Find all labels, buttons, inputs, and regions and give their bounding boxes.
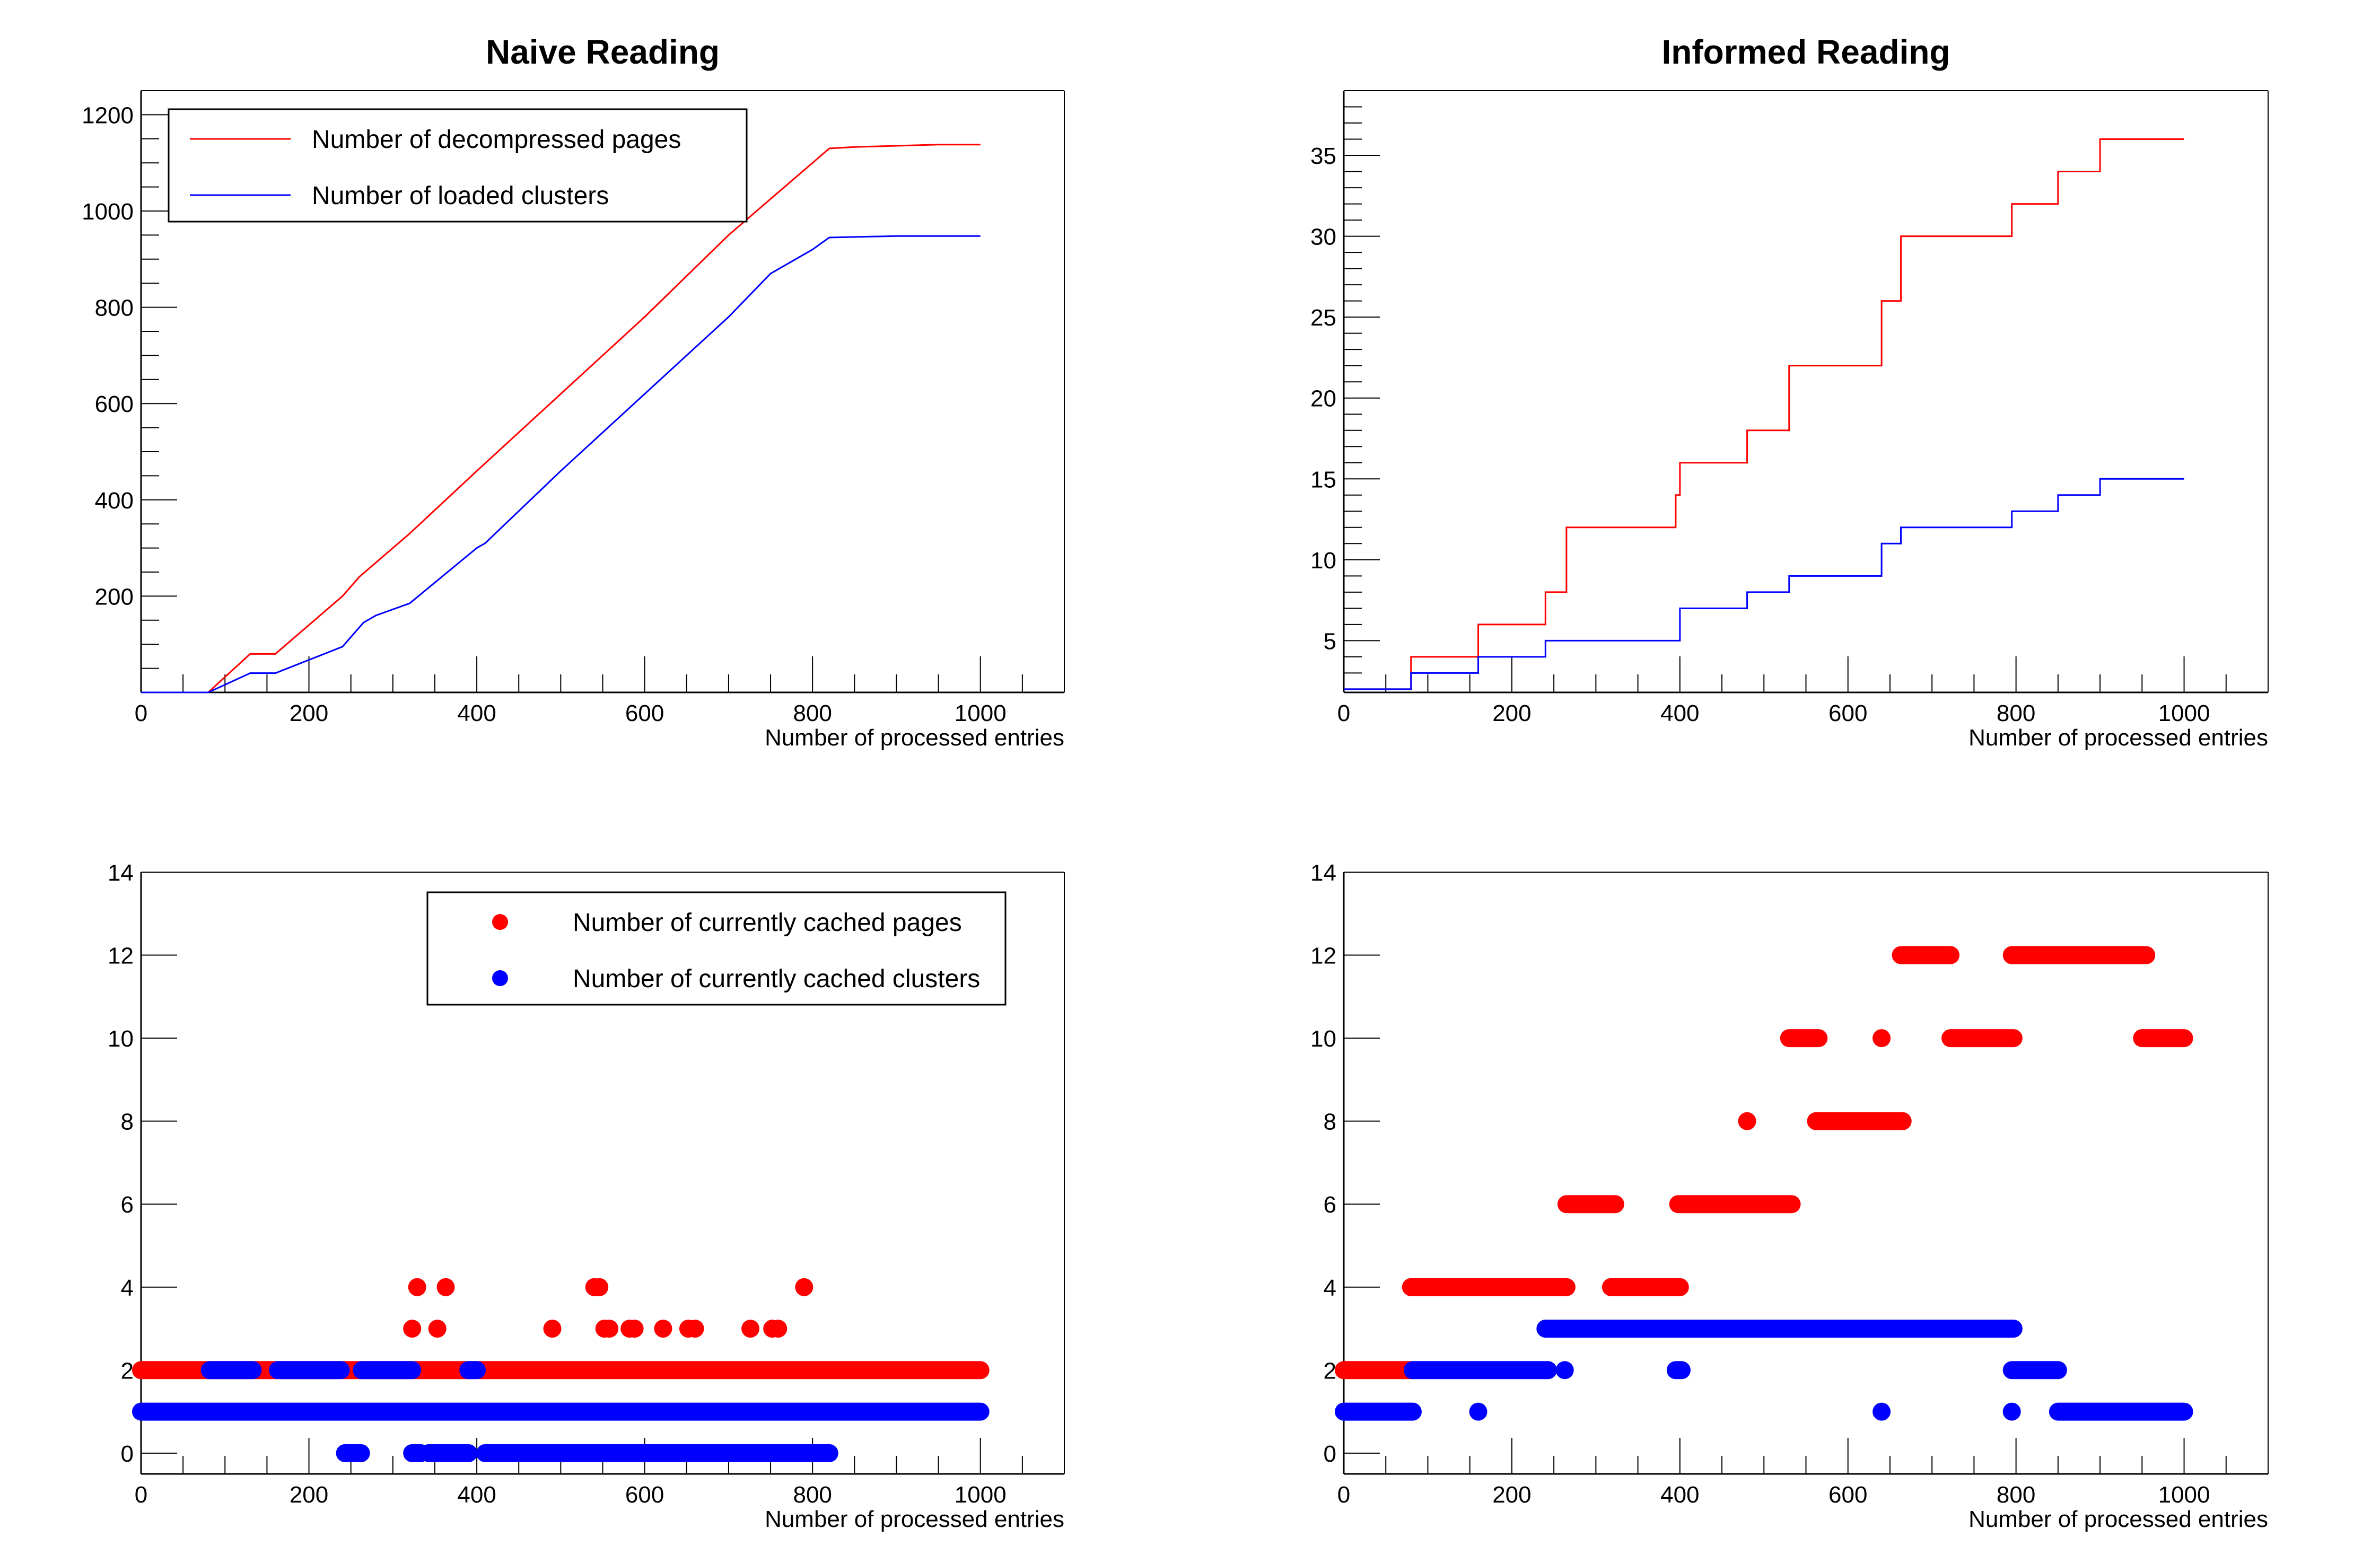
y-tick-label: 1200 [82,102,134,128]
y-tick-label: 8 [1324,1109,1336,1135]
y-tick-label: 4 [121,1275,134,1301]
y-tick-label: 2 [1324,1358,1336,1384]
legend-box [168,108,748,223]
x-axis-title: Number of processed entries [765,1506,1064,1532]
y-tick-label: 10 [1310,548,1336,574]
x-tick-label: 1000 [955,700,1007,726]
legend-label: Number of currently cached pages [573,909,962,937]
y-tick-label: 5 [1324,628,1336,654]
x-tick-label: 600 [625,700,664,726]
data-point-pages [1738,1112,1756,1130]
x-axis-title: Number of processed entries [1968,725,2268,751]
chart-title: Informed Reading [1661,33,1950,71]
series-line-pages [141,144,981,693]
y-tick-label: 0 [1324,1441,1336,1467]
legend-label: Number of loaded clusters [312,182,609,210]
data-point-pages [590,1278,609,1296]
x-tick-label: 400 [1660,1482,1699,1508]
data-point-pages [600,1320,619,1338]
y-tick-label: 25 [1310,305,1336,331]
x-axis-title: Number of processed entries [765,725,1064,751]
y-tick-label: 8 [121,1109,134,1135]
x-tick-label: 200 [290,1482,328,1508]
y-tick-label: 6 [121,1192,134,1218]
x-tick-label: 400 [457,700,496,726]
x-tick-label: 800 [1997,1482,2035,1508]
chart-panel-informed-cumulative: Informed Reading 0 200 400 600 800 1000Number … [1310,33,2269,751]
y-tick-label: 200 [95,584,134,610]
y-tick-label: 14 [108,860,134,886]
data-point-pages [686,1320,704,1338]
data-point-pages [403,1320,422,1338]
y-tick-label: 10 [108,1026,134,1052]
x-tick-label: 200 [1492,700,1531,726]
legend-swatch-marker [492,914,508,930]
x-tick-label: 600 [1828,700,1867,726]
y-tick-label: 2 [121,1358,134,1384]
chart-title: Naive Reading [486,33,720,71]
legend-label: Number of currently cached clusters [573,965,980,993]
y-tick-label: 4 [1324,1275,1336,1301]
legend-box [426,891,1007,1006]
y-tick-label: 35 [1310,143,1336,169]
data-point-clusters [1469,1402,1488,1421]
data-point-pages [769,1320,788,1338]
x-tick-label: 200 [1492,1482,1531,1508]
x-tick-label: 600 [1828,1482,1867,1508]
x-tick-label: 800 [793,700,832,726]
legend: Number of decompressed pages Number of lo… [168,108,748,223]
series-line-pages [1344,138,2184,690]
x-tick-label: 0 [1337,1482,1350,1508]
data-point-pages [741,1320,760,1338]
x-tick-label: 400 [1660,700,1699,726]
y-tick-label: 14 [1310,860,1336,886]
legend: Number of currently cached pages Number o… [426,891,1007,1006]
data-point-clusters [1872,1402,1891,1421]
data-point-clusters [1555,1361,1574,1380]
y-tick-label: 1000 [82,199,134,225]
data-point-pages [428,1320,447,1338]
data-point-clusters [2002,1402,2021,1421]
y-tick-label: 600 [95,391,134,417]
x-axis-title: Number of processed entries [1968,1506,2268,1532]
y-tick-label: 12 [1310,943,1336,969]
legend-label: Number of decompressed pages [312,126,681,154]
x-tick-label: 0 [1337,700,1350,726]
x-tick-label: 800 [1997,700,2035,726]
x-tick-label: 0 [135,1482,147,1508]
x-tick-label: 600 [625,1482,664,1508]
x-tick-label: 200 [290,700,328,726]
y-tick-label: 10 [1310,1026,1336,1052]
series-line-clusters [1344,478,2184,690]
y-tick-label: 400 [95,488,134,514]
data-point-pages [436,1278,455,1296]
y-tick-label: 6 [1324,1192,1336,1218]
y-tick-label: 20 [1310,386,1336,412]
x-tick-label: 400 [457,1482,496,1508]
series-line-clusters [141,235,981,693]
y-tick-label: 30 [1310,224,1336,250]
x-tick-label: 1000 [2158,700,2210,726]
data-point-pages [1872,1029,1891,1048]
y-tick-label: 0 [121,1441,134,1467]
legend-swatch-marker [492,970,508,986]
y-tick-label: 12 [108,943,134,969]
x-tick-label: 1000 [955,1482,1007,1508]
x-tick-label: 1000 [2158,1482,2210,1508]
y-tick-label: 800 [95,295,134,321]
data-point-pages [408,1278,426,1296]
data-point-pages [625,1320,644,1338]
x-tick-label: 0 [135,700,147,726]
data-point-pages [654,1320,672,1338]
data-point-pages [795,1278,813,1296]
data-point-pages [543,1320,562,1338]
x-tick-label: 800 [793,1482,832,1508]
y-tick-label: 15 [1310,467,1336,493]
